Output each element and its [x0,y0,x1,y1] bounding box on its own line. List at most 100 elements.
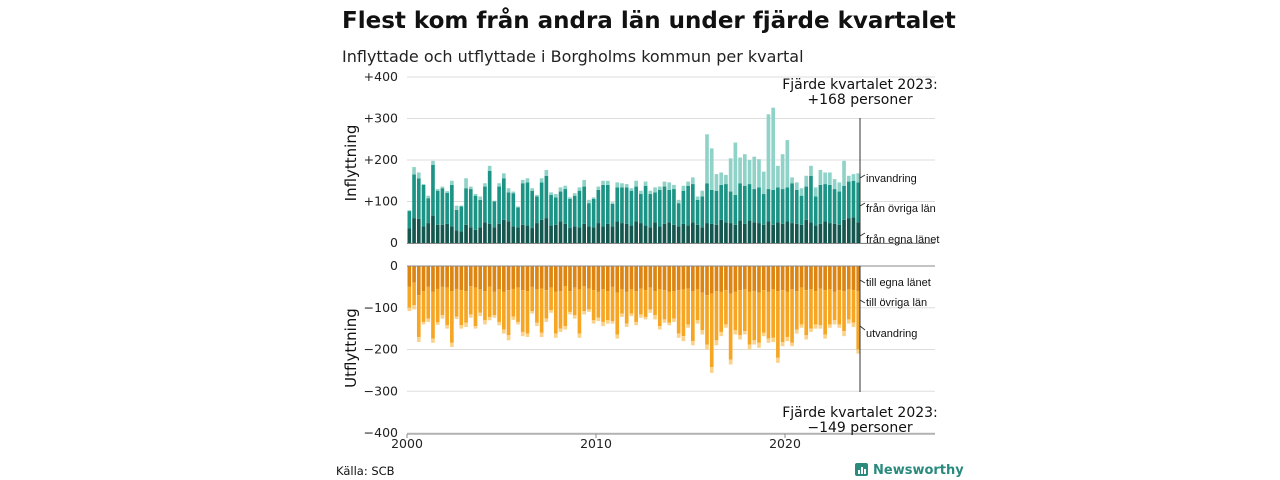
inflow-bar-egna-lanet [506,221,511,243]
inflow-bar-invandring [530,188,535,191]
inflow-bar-egna-lanet [705,223,709,243]
inflow-bar-invandring [757,159,761,188]
inflow-bar-egna-lanet [426,223,431,243]
inflow-bar-ovriga-lan [828,184,832,224]
inflow-bar-ovriga-lan [520,183,525,225]
inflow-bar-invandring [497,183,501,187]
inflow-bar-ovriga-lan [454,209,459,231]
inflow-bar-egna-lanet [714,224,719,243]
outflow-bar-ovriga-lan [813,291,818,325]
outflow-bar-utvandring [856,349,861,354]
outflow-bar-ovriga-lan [502,291,506,330]
inflow-bar-invandring [780,154,785,190]
outflow-bar-ovriga-lan [832,291,837,321]
inflow-bar-ovriga-lan [624,187,629,224]
inflow-bar-invandring [454,205,459,210]
outflow-bar-utvandring [450,342,454,347]
inflow-bar-ovriga-lan [535,196,539,224]
outflow-bar-egna-lanet [667,266,672,292]
inflow-bar-egna-lanet [629,225,634,243]
inflow-bar-invandring [724,174,728,185]
inflow-bar-invandring [676,199,681,204]
outflow-bar-egna-lanet [785,266,790,292]
outflow-bar-ovriga-lan [615,292,620,335]
outflow-bar-ovriga-lan [757,292,761,343]
inflow-bar-invandring [435,189,440,191]
outflow-bar-egna-lanet [629,266,634,290]
inflow-bar-invandring [761,171,766,195]
outflow-bar-ovriga-lan [653,291,657,316]
outflow-bar-utvandring [629,313,634,317]
outflow-bar-egna-lanet [794,266,799,292]
inflow-bar-invandring [776,165,780,188]
inflow-bar-egna-lanet [530,228,535,243]
inflow-bar-egna-lanet [643,225,648,243]
outflow-bar-utvandring [776,357,780,363]
outflow-bar-egna-lanet [738,266,742,291]
outflow-bar-egna-lanet [766,266,771,292]
inflow-bar-ovriga-lan [492,201,497,228]
outflow-bar-ovriga-lan [473,287,478,327]
outflow-y-tick: 0 [390,258,398,273]
inflow-bar-invandring [610,202,615,204]
outflow-bar-utvandring [705,344,709,350]
outflow-bar-egna-lanet [776,266,780,292]
outflow-bar-utvandring [719,331,724,337]
inflow-bar-ovriga-lan [662,186,667,224]
inflow-bar-egna-lanet [766,221,771,243]
outflow-bar-utvandring [709,367,714,373]
outflow-bar-utvandring [794,329,799,334]
outflow-bar-egna-lanet [530,266,535,287]
inflow-bar-ovriga-lan [596,189,601,224]
inflow-bar-invandring [667,182,672,190]
outflow-bar-utvandring [539,332,544,337]
inflow-bar-egna-lanet [440,224,445,243]
inflow-bar-egna-lanet [601,226,605,243]
outflow-bar-egna-lanet [601,266,605,290]
outflow-bar-egna-lanet [412,266,416,283]
inflow-bar-invandring [568,197,572,200]
outflow-bar-utvandring [842,331,846,337]
outflow-bar-egna-lanet [568,266,572,292]
inflow-bar-egna-lanet [728,223,733,243]
outflow-bar-utvandring [530,311,535,314]
outflow-bar-egna-lanet [506,266,511,291]
outflow-bar-utvandring [468,314,473,318]
outflow-bar-egna-lanet [691,266,695,292]
outflow-bar-utvandring [431,338,435,343]
inflow-bar-egna-lanet [742,223,747,243]
inflow-annotation-line1: Fjärde kvartalet 2023: [782,77,938,93]
outflow-bar-utvandring [790,342,794,347]
outflow-bar-egna-lanet [497,266,501,290]
outflow-bar-ovriga-lan [700,292,705,331]
outflow-bar-egna-lanet [620,266,624,290]
inflow-bar-invandring [809,165,813,176]
inflow-bar-egna-lanet [771,224,775,243]
outflow-bar-ovriga-lan [672,291,676,319]
inflow-bar-invandring [464,178,468,189]
outflow-bar-egna-lanet [553,266,558,292]
outflow-bar-egna-lanet [714,266,719,292]
outflow-bar-ovriga-lan [412,282,416,306]
outflow-bar-ovriga-lan [842,291,846,332]
gridlines [407,76,935,434]
inflow-bar-egna-lanet [832,223,837,243]
outflow-bar-egna-lanet [724,266,728,291]
outflow-bar-ovriga-lan [535,289,539,323]
outflow-bar-egna-lanet [856,266,861,292]
outflow-bar-ovriga-lan [804,290,809,336]
outflow-bar-ovriga-lan [511,288,516,317]
inflow-bar-ovriga-lan [591,199,596,228]
inflow-bar-egna-lanet [459,231,464,243]
outflow-bar-egna-lanet [733,266,738,292]
outflow-bars [407,266,861,373]
outflow-bar-egna-lanet [818,266,823,289]
outflow-bar-utvandring [544,318,549,322]
inflow-bar-invandring [473,194,478,196]
inflow-bar-ovriga-lan [615,187,620,222]
inflow-bar-egna-lanet [837,224,842,243]
outflow-bar-ovriga-lan [407,286,412,308]
outflow-bar-ovriga-lan [818,288,823,326]
outflow-bar-utvandring [577,333,582,338]
outflow-bar-ovriga-lan [426,286,431,319]
